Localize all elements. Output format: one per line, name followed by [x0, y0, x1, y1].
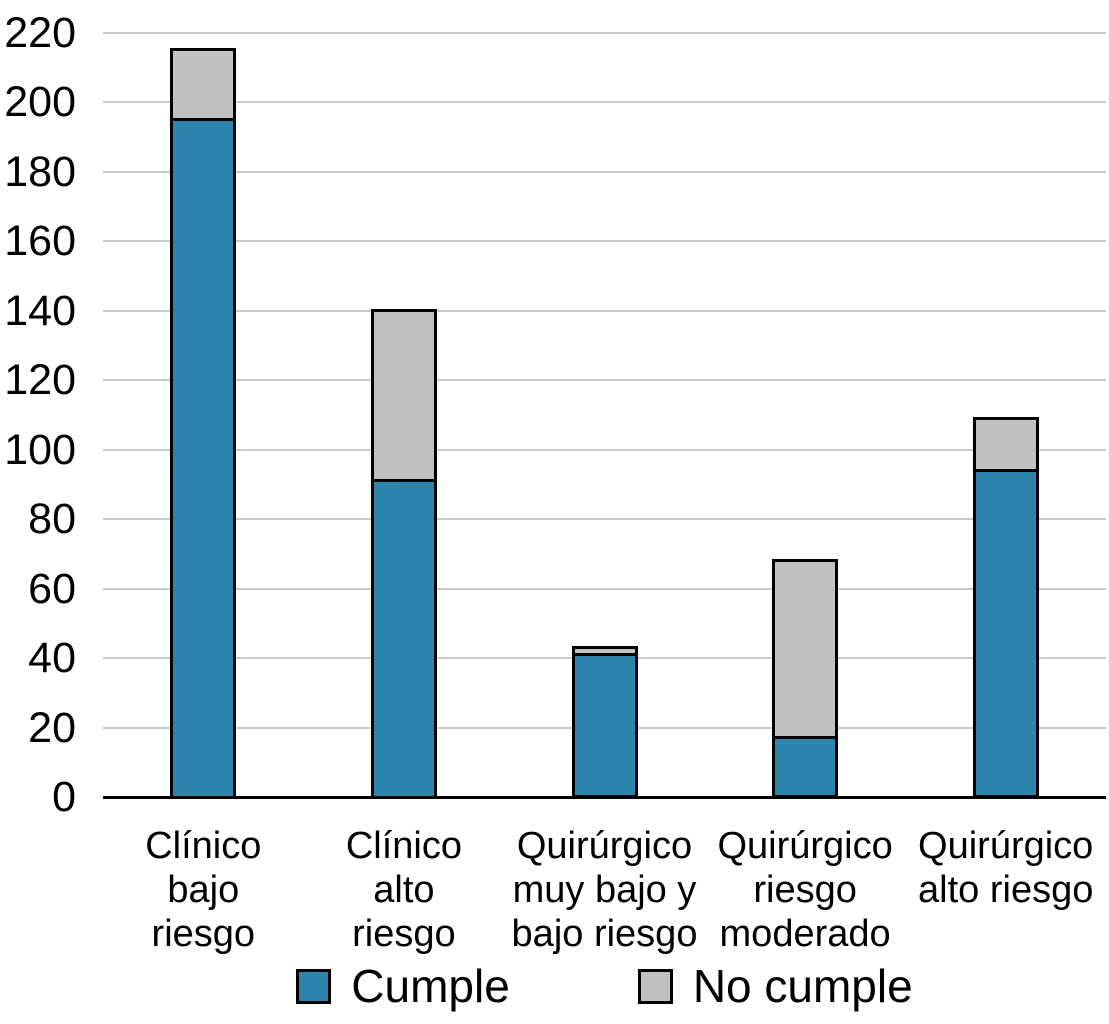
- y-tick-label-60: 60: [28, 564, 76, 613]
- gridline-100: [103, 448, 1106, 451]
- bar-clinico-bajo-riesgo: [170, 48, 237, 799]
- gridline-220: [103, 31, 1106, 34]
- bar-quirurgico-muy-bajo-y-bajo-riesgo: [571, 646, 638, 799]
- bar-segment-cumple: [373, 482, 434, 796]
- segment-divider: [975, 468, 1036, 472]
- legend-item-cumple: Cumple: [296, 962, 510, 1010]
- x-category-label-clinico-alto-riesgo: Clínico alto riesgo: [345, 825, 462, 955]
- bar-segment-no-cumple: [574, 649, 635, 653]
- gridline-140: [103, 309, 1106, 312]
- gridline-120: [103, 379, 1106, 381]
- gridline-200: [103, 101, 1106, 103]
- bar-segment-cumple: [975, 471, 1036, 796]
- x-category-label-quirurgico-riesgo-moderado: Quirúrgico riesgo moderado: [717, 825, 893, 955]
- bar-segment-no-cumple: [373, 312, 434, 480]
- bar-segment-no-cumple: [173, 51, 234, 118]
- segment-divider: [775, 736, 836, 740]
- y-tick-label-0: 0: [52, 773, 76, 821]
- bar-quirurgico-riesgo-moderado: [772, 559, 839, 799]
- bar-segment-cumple: [574, 656, 635, 796]
- x-category-label-quirurgico-muy-bajo-y-bajo-riesgo: Quirúrgico muy bajo y bajo riesgo: [511, 825, 698, 955]
- bar-segment-no-cumple: [775, 562, 836, 737]
- segment-divider: [373, 479, 434, 483]
- bar-segment-cumple: [173, 120, 234, 796]
- legend-swatch-no-cumple: [637, 968, 673, 1004]
- chart-legend: Cumple No cumple: [103, 962, 1106, 1010]
- y-tick-label-220: 220: [4, 8, 76, 57]
- segment-divider: [173, 117, 234, 121]
- legend-swatch-cumple: [296, 968, 332, 1004]
- y-tick-label-200: 200: [4, 78, 76, 126]
- legend-item-no-cumple: No cumple: [637, 960, 913, 1012]
- y-tick-label-120: 120: [4, 356, 76, 404]
- segment-divider: [574, 653, 635, 656]
- legend-label-no-cumple: No cumple: [692, 960, 913, 1012]
- y-tick-label-100: 100: [4, 425, 76, 474]
- x-category-label-quirurgico-alto-riesgo: Quirúrgico alto riesgo: [918, 825, 1094, 911]
- bar-segment-cumple: [775, 739, 836, 796]
- y-tick-label-180: 180: [4, 147, 76, 196]
- y-tick-label-140: 140: [4, 286, 76, 335]
- x-axis-line: [103, 795, 1106, 799]
- y-tick-label-20: 20: [28, 703, 76, 752]
- gridline-180: [103, 170, 1106, 173]
- gridline-80: [103, 518, 1106, 520]
- bar-clinico-alto-riesgo: [370, 309, 437, 799]
- y-tick-label-80: 80: [28, 495, 76, 543]
- bar-quirurgico-alto-riesgo: [972, 416, 1039, 799]
- y-tick-label-160: 160: [4, 217, 76, 265]
- x-category-label-clinico-bajo-riesgo: Clínico bajo riesgo: [145, 825, 262, 955]
- legend-label-cumple: Cumple: [351, 960, 510, 1012]
- gridline-60: [103, 587, 1106, 590]
- y-tick-label-40: 40: [28, 634, 76, 682]
- gridline-160: [103, 240, 1106, 242]
- bar-segment-no-cumple: [975, 419, 1036, 469]
